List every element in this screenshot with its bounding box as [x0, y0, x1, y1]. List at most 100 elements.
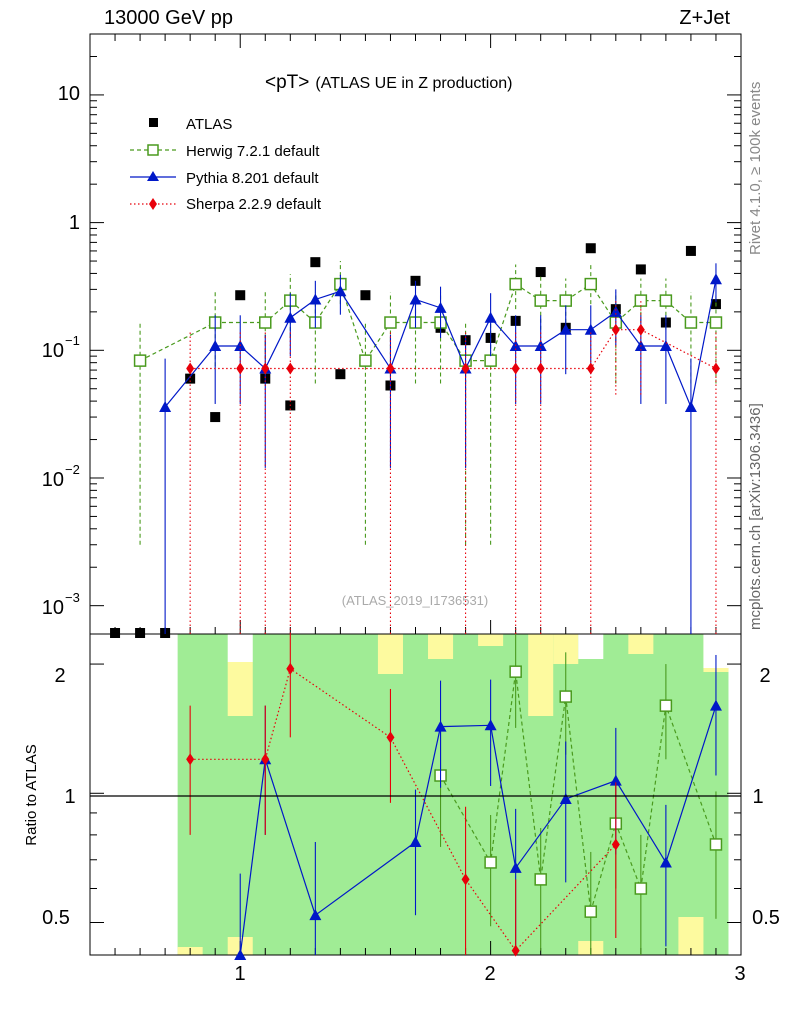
- ratio-point: [409, 836, 422, 848]
- ratio-point: [484, 856, 497, 869]
- data-point: [259, 316, 272, 329]
- data-point: [310, 257, 321, 268]
- ratio-ytick-label-2-right: 2: [759, 665, 770, 687]
- ratio-band-outer-9: [478, 634, 504, 646]
- data-point: [536, 362, 545, 375]
- plot-title: <pT> (ATLAS UE in Z production): [265, 72, 512, 93]
- data-point: [611, 323, 620, 336]
- ratio-point: [286, 662, 295, 675]
- ratio-point: [186, 753, 195, 766]
- legend-herwig-label: Herwig 7.2.1 default: [186, 143, 320, 160]
- data-point: [584, 277, 598, 291]
- data-point: [511, 362, 520, 375]
- ytick-label-0.001: 10: [42, 597, 64, 619]
- ratio-series-line: [440, 671, 717, 912]
- series-line: [139, 282, 716, 363]
- legend-herwig-marker: [147, 144, 159, 156]
- ytick-label-0.1-exp: −1: [65, 333, 80, 348]
- xtick-label-3: 3: [734, 963, 745, 985]
- ytick-label-1: 1: [69, 212, 80, 234]
- data-point: [235, 290, 246, 301]
- ratio-point: [434, 720, 447, 732]
- ratio-point: [634, 882, 648, 895]
- data-point: [286, 362, 295, 375]
- data-point: [509, 277, 522, 291]
- data-point: [484, 354, 497, 367]
- ratio-ylabel: Ratio to ATLAS: [23, 744, 40, 845]
- legend-atlas-marker: [149, 118, 158, 127]
- ratio-point: [309, 909, 322, 921]
- rivet-label: Rivet 4.1.0, ≥ 100k events: [747, 82, 764, 255]
- data-point: [559, 323, 572, 335]
- ratio-band-outer-3: [428, 634, 454, 659]
- ratio-series-sherpa: [186, 634, 620, 957]
- ratio-point: [709, 838, 723, 851]
- data-point: [334, 285, 347, 297]
- data-point: [335, 369, 346, 380]
- data-point: [711, 362, 720, 375]
- ratio-ytick-label-0.5-right: 0.5: [752, 907, 780, 929]
- ratio-point: [709, 699, 722, 711]
- data-point: [135, 628, 146, 638]
- data-point: [386, 362, 395, 375]
- data-point: [585, 243, 596, 254]
- ratio-ytick-label-1: 1: [64, 786, 75, 808]
- xtick-label-2: 2: [484, 963, 495, 985]
- legend-pythia-marker: [147, 171, 159, 181]
- ratio-point: [584, 905, 598, 918]
- ratio-band-gap-2: [578, 634, 604, 659]
- plot-title-main: <pT>: [265, 72, 309, 93]
- data-point: [133, 354, 147, 367]
- ratio-band-outer-11: [227, 662, 253, 716]
- data-point: [359, 354, 372, 367]
- ratio-point: [511, 944, 520, 957]
- data-point: [185, 373, 196, 384]
- data-point: [586, 362, 595, 375]
- ratio-ytick-label-2: 2: [54, 665, 65, 687]
- data-point: [685, 245, 696, 256]
- ratio-uncertainty-bands: [177, 634, 729, 955]
- data-point: [534, 294, 547, 307]
- legend-sherpa-label: Sherpa 2.2.9 default: [186, 196, 322, 213]
- ratio-series-pythia: [234, 654, 722, 960]
- ratio-point: [559, 690, 572, 703]
- data-point: [709, 316, 723, 329]
- data-point: [360, 290, 371, 301]
- data-point: [284, 311, 297, 323]
- xtick-label-1: 1: [234, 963, 245, 985]
- ratio-point: [659, 856, 672, 868]
- data-point: [236, 362, 245, 375]
- data-point: [659, 340, 672, 352]
- data-point: [261, 362, 270, 375]
- ratio-band-inner: [177, 634, 729, 955]
- data-point: [635, 264, 646, 275]
- header-right: Z+Jet: [679, 7, 730, 29]
- data-point: [409, 293, 422, 305]
- data-point: [535, 267, 546, 278]
- ratio-point: [559, 792, 572, 804]
- ratio-ytick-label-0.5: 0.5: [42, 907, 70, 929]
- mcplots-label: mcplots.cern.ch [arXiv:1306.3436]: [747, 403, 764, 630]
- data-point: [684, 316, 698, 329]
- ytick-label-0.01: 10: [42, 469, 64, 491]
- ratio-point: [509, 861, 522, 873]
- data-point: [461, 362, 470, 375]
- ratio-band-outer-5: [528, 634, 554, 716]
- data-point: [309, 293, 322, 305]
- ratio-point: [534, 873, 547, 886]
- data-point: [636, 323, 645, 336]
- ytick-label-0.1: 10: [42, 340, 64, 362]
- ratio-point: [659, 699, 673, 712]
- data-point: [709, 273, 722, 285]
- ratio-point: [461, 873, 470, 886]
- data-point: [210, 412, 221, 423]
- ratio-band-outer-2: [377, 634, 403, 674]
- legend: ATLAS Herwig 7.2.1 default Pythia 8.201 …: [130, 116, 322, 213]
- ratio-series-herwig: [434, 634, 723, 955]
- legend-sherpa-marker: [149, 198, 157, 210]
- ratio-point: [261, 753, 270, 766]
- ratio-band-outer-6: [628, 634, 654, 654]
- data-point: [110, 628, 121, 638]
- ratio-point: [386, 731, 395, 744]
